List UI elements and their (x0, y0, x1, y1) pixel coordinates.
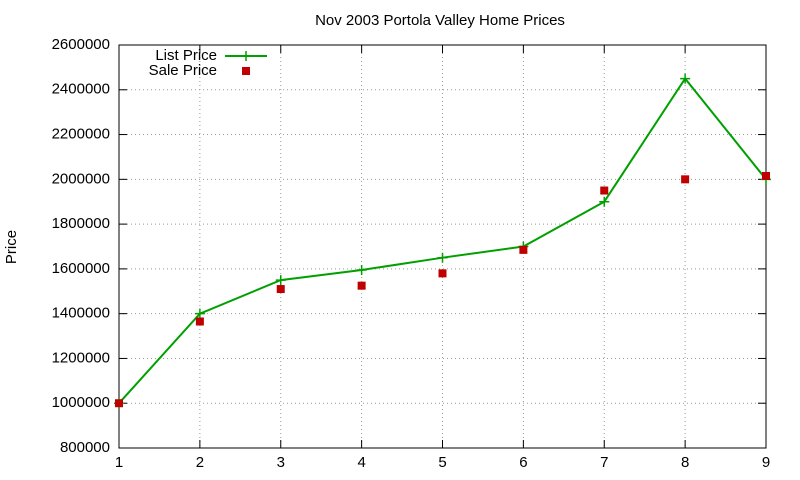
point-marker (762, 171, 770, 180)
point-marker (195, 317, 204, 326)
legend-swatch (242, 67, 250, 75)
point-marker (681, 175, 690, 184)
y-tick-label: 2600000 (52, 36, 110, 53)
x-tick-label: 1 (115, 454, 123, 471)
y-tick-label: 1200000 (52, 349, 110, 366)
x-tick-label: 2 (196, 454, 204, 471)
point-marker (438, 269, 447, 278)
y-tick-label: 800000 (60, 439, 110, 456)
x-tick-label: 4 (357, 454, 365, 471)
point-marker (115, 399, 123, 408)
point-marker (680, 73, 691, 84)
y-tick-label: 1000000 (52, 394, 110, 411)
x-tick-label: 9 (762, 454, 770, 471)
point-marker (600, 186, 609, 195)
y-tick-label: 1800000 (52, 215, 110, 232)
point-marker (275, 275, 286, 286)
point-marker (276, 285, 285, 294)
legend-swatch (241, 51, 251, 61)
x-tick-label: 5 (438, 454, 446, 471)
point-marker (437, 252, 448, 263)
point-marker (357, 281, 366, 290)
x-tick-label: 8 (681, 454, 689, 471)
point-marker (519, 245, 528, 254)
chart-title: Nov 2003 Portola Valley Home Prices (315, 12, 565, 29)
y-tick-label: 2400000 (52, 81, 110, 98)
plot-border (118, 44, 767, 449)
y-tick-label: 2200000 (52, 126, 110, 143)
y-tick-label: 2000000 (52, 170, 110, 187)
y-axis-label: Price (3, 230, 20, 264)
legend-label: List Price (155, 47, 217, 64)
point-marker (194, 308, 205, 319)
y-tick-label: 1400000 (52, 305, 110, 322)
y-tick-label: 1600000 (52, 260, 110, 277)
point-marker (599, 196, 610, 207)
legend-label: Sale Price (149, 62, 217, 79)
x-tick-label: 7 (600, 454, 608, 471)
x-tick-label: 3 (277, 454, 285, 471)
point-marker (356, 265, 367, 276)
x-tick-label: 6 (519, 454, 527, 471)
